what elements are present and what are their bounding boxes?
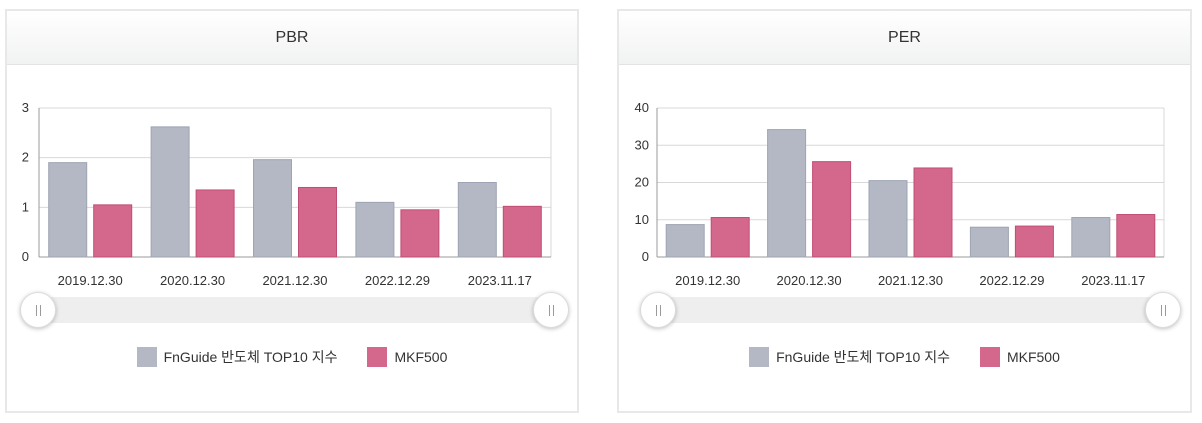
x-tick-label: 2020.12.30 <box>160 273 225 288</box>
legend-item-fnguide[interactable]: FnGuide 반도체 TOP10 지수 <box>749 347 950 367</box>
bar-mkf500 <box>93 204 133 258</box>
y-tick-label: 40 <box>635 100 649 115</box>
pbr-slider-right-handle[interactable] <box>533 292 569 328</box>
y-tick-label: 2 <box>22 150 29 165</box>
per-chart-panel: PER 0 10 20 30 40 2019.12.30 2020.12.30 2021.12… <box>617 9 1192 413</box>
legend-swatch-mkf500 <box>979 347 1000 367</box>
x-tick-label: 2020.12.30 <box>777 273 842 288</box>
bar-mkf500 <box>710 217 750 258</box>
bar-fnguide <box>969 226 1009 258</box>
y-tick-label: 0 <box>642 249 649 264</box>
bar-fnguide <box>457 182 497 258</box>
grip-icon <box>655 304 661 316</box>
pbr-chart-panel: PBR 0 1 2 3 2019.12.30 2020.12.30 2021.12.30 20… <box>5 9 579 413</box>
x-tick-label: 2021.12.30 <box>262 273 327 288</box>
y-tick-label: 0 <box>22 249 29 264</box>
x-tick-label: 2019.12.30 <box>58 273 123 288</box>
bar-mkf500 <box>913 167 953 258</box>
legend-label-mkf500: MKF500 <box>1006 349 1060 365</box>
bar-fnguide <box>150 126 190 258</box>
bar-mkf500 <box>812 161 852 258</box>
y-tick-label: 3 <box>22 100 29 115</box>
legend-label-fnguide: FnGuide 반도체 TOP10 지수 <box>163 349 338 365</box>
per-range-slider-track[interactable] <box>640 297 1178 323</box>
bar-mkf500 <box>195 189 235 258</box>
bar-fnguide <box>253 159 292 258</box>
legend-item-mkf500[interactable]: MKF500 <box>367 347 447 367</box>
per-slider-left-handle[interactable] <box>640 292 676 328</box>
per-chart-title: PER <box>619 11 1190 65</box>
per-slider-right-handle[interactable] <box>1145 292 1181 328</box>
x-tick-label: 2021.12.30 <box>878 273 943 288</box>
pbr-bar-chart: 0 1 2 3 2019.12.30 2020.12.30 2021.12.30 2022.1… <box>22 100 552 288</box>
legend-swatch-fnguide <box>749 347 770 367</box>
legend-item-fnguide[interactable]: FnGuide 반도체 TOP10 지수 <box>136 347 338 367</box>
grip-icon <box>1160 304 1166 316</box>
bar-fnguide <box>1071 217 1111 258</box>
y-tick-label: 1 <box>22 199 29 214</box>
pbr-legend: FnGuide 반도체 TOP10 지수 MKF500 <box>7 347 577 367</box>
y-tick-label: 30 <box>635 137 649 152</box>
pbr-chart-title: PBR <box>7 11 577 65</box>
pbr-slider-left-handle[interactable] <box>20 292 56 328</box>
bar-mkf500 <box>1014 225 1054 258</box>
bar-mkf500 <box>502 205 542 258</box>
per-bar-chart: 0 10 20 30 40 2019.12.30 2020.12.30 2021.12.30 2… <box>635 100 1165 288</box>
x-tick-label: 2023.11.17 <box>468 273 532 288</box>
bar-fnguide <box>665 224 705 258</box>
grip-icon <box>35 304 41 316</box>
legend-item-mkf500[interactable]: MKF500 <box>979 347 1060 367</box>
x-tick-label: 2022.12.29 <box>979 273 1044 288</box>
per-legend: FnGuide 반도체 TOP10 지수 MKF500 <box>619 347 1190 367</box>
x-tick-label: 2022.12.29 <box>365 273 430 288</box>
legend-swatch-mkf500 <box>367 347 388 367</box>
y-tick-label: 20 <box>635 175 649 190</box>
bar-fnguide <box>868 180 908 258</box>
bar-mkf500 <box>400 209 440 258</box>
pbr-range-slider-track[interactable] <box>20 297 566 323</box>
legend-label-mkf500: MKF500 <box>394 349 448 365</box>
legend-label-fnguide: FnGuide 반도체 TOP10 지수 <box>776 349 950 365</box>
legend-swatch-fnguide <box>136 347 157 367</box>
bar-fnguide <box>355 201 395 258</box>
y-tick-label: 10 <box>635 212 649 227</box>
x-tick-label: 2023.11.17 <box>1081 273 1145 288</box>
grip-icon <box>548 304 554 316</box>
bar-mkf500 <box>298 186 337 258</box>
bar-fnguide <box>48 162 88 258</box>
x-tick-label: 2019.12.30 <box>675 273 740 288</box>
bar-mkf500 <box>1116 214 1156 258</box>
bar-fnguide <box>767 129 807 258</box>
